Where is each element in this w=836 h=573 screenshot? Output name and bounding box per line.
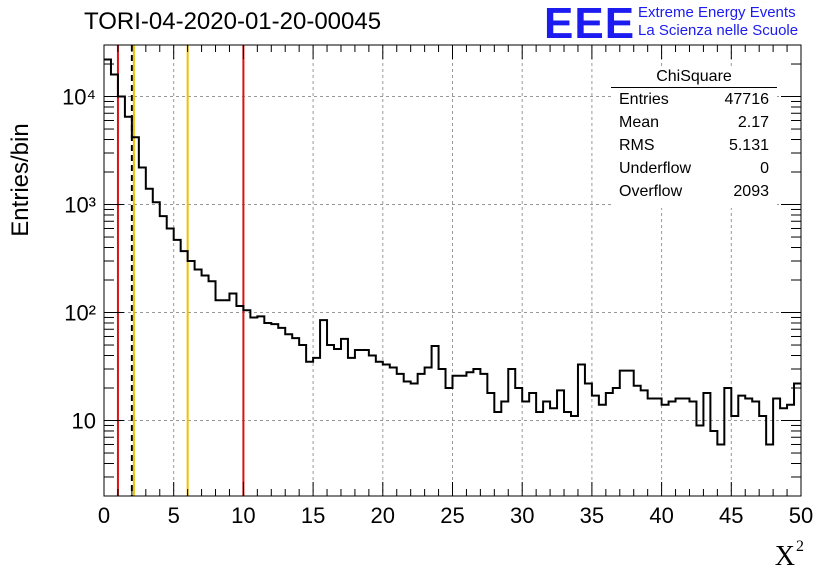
x-tick-label: 40 xyxy=(649,503,673,528)
x-tick-label: 20 xyxy=(371,503,395,528)
eee-logo: EEE xyxy=(544,0,636,48)
x-tick-label: 5 xyxy=(168,503,180,528)
stats-value: 5.131 xyxy=(728,137,769,154)
y-tick-label: 10² xyxy=(64,301,96,326)
x-axis-label-text: X xyxy=(774,541,795,572)
histogram-series xyxy=(104,58,801,446)
stats-value: 0 xyxy=(760,160,769,177)
stats-row-overflow: Overflow 2093 xyxy=(611,180,777,203)
stats-title: ChiSquare xyxy=(611,66,777,88)
y-tick-label: 10⁴ xyxy=(62,85,96,110)
axes: 0 5 10 15 20 25 30 35 40 45 50 10 10² 10³ 10⁴ xyxy=(62,44,813,528)
y-axis-label-wrap: Entries/bin xyxy=(7,100,34,260)
y-tick-label: 10 xyxy=(72,409,96,434)
stats-value: 47716 xyxy=(724,91,770,108)
stats-box: ChiSquare Entries 47716 Mean 2.17 RMS 5.… xyxy=(611,66,777,208)
x-tick-label: 45 xyxy=(719,503,743,528)
x-tick-label: 35 xyxy=(580,503,604,528)
x-tick-label: 30 xyxy=(510,503,534,528)
y-axis-label: Entries/bin xyxy=(7,123,34,237)
stats-row-entries: Entries 47716 xyxy=(611,88,777,111)
stats-value: 2093 xyxy=(733,183,769,200)
stats-label: Overflow xyxy=(619,183,683,200)
stats-label: RMS xyxy=(619,137,655,154)
y-tick-label: 10³ xyxy=(64,193,96,218)
logo-line-2: La Scienza nelle Scuole xyxy=(638,22,799,39)
chart-title: TORI-04-2020-01-20-00045 xyxy=(84,8,382,35)
grid-lines xyxy=(104,45,801,496)
x-tick-label: 25 xyxy=(440,503,464,528)
stats-label: Mean xyxy=(619,114,660,131)
x-tick-label: 10 xyxy=(231,503,255,528)
stats-value: 2.17 xyxy=(737,114,769,131)
stats-row-underflow: Underflow 0 xyxy=(611,157,777,180)
stats-label: Entries xyxy=(619,91,669,108)
x-tick-label: 0 xyxy=(98,503,110,528)
logo-line-1: Extreme Energy Events xyxy=(638,4,796,21)
x-axis-label: X2 xyxy=(775,538,804,573)
stats-row-mean: Mean 2.17 xyxy=(611,111,777,134)
marker-lines xyxy=(116,45,245,496)
stats-row-rms: RMS 5.131 xyxy=(611,134,777,157)
x-tick-label: 15 xyxy=(301,503,325,528)
x-tick-label: 50 xyxy=(789,503,813,528)
x-axis-label-superscript: 2 xyxy=(796,538,804,555)
stats-label: Underflow xyxy=(619,160,692,177)
